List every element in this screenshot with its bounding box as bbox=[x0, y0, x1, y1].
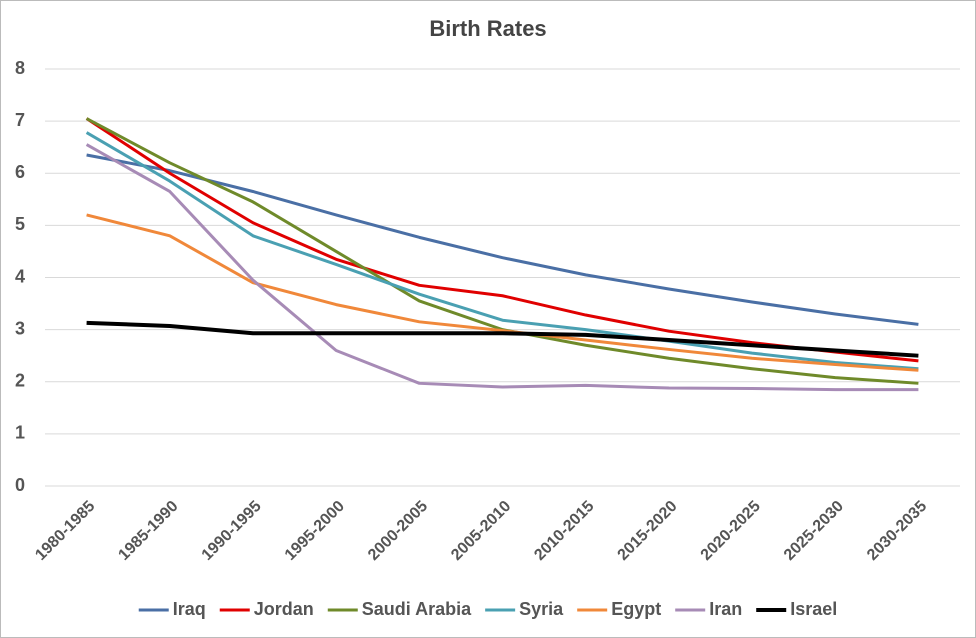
y-tick-label: 1 bbox=[15, 423, 25, 443]
legend-label: Israel bbox=[790, 599, 837, 619]
legend-label: Syria bbox=[519, 599, 564, 619]
legend-label: Jordan bbox=[254, 599, 314, 619]
line-series bbox=[86, 320, 919, 358]
legend-label: Iraq bbox=[173, 599, 206, 619]
y-tick-label: 0 bbox=[15, 475, 25, 495]
line-series bbox=[85, 143, 919, 392]
line-series bbox=[86, 153, 919, 326]
y-tick-label: 5 bbox=[15, 214, 25, 234]
legend-label: Egypt bbox=[611, 599, 661, 619]
y-tick-label: 6 bbox=[15, 162, 25, 182]
y-tick-label: 4 bbox=[15, 266, 25, 286]
y-tick-label: 2 bbox=[15, 371, 25, 391]
line-series bbox=[85, 131, 919, 371]
y-tick-label: 8 bbox=[15, 58, 25, 78]
legend-label: Saudi Arabia bbox=[362, 599, 472, 619]
line-series bbox=[86, 213, 919, 372]
chart-title: Birth Rates bbox=[429, 16, 546, 41]
y-tick-label: 7 bbox=[15, 110, 25, 130]
y-tick-label: 3 bbox=[15, 318, 25, 338]
legend-label: Iran bbox=[709, 599, 742, 619]
